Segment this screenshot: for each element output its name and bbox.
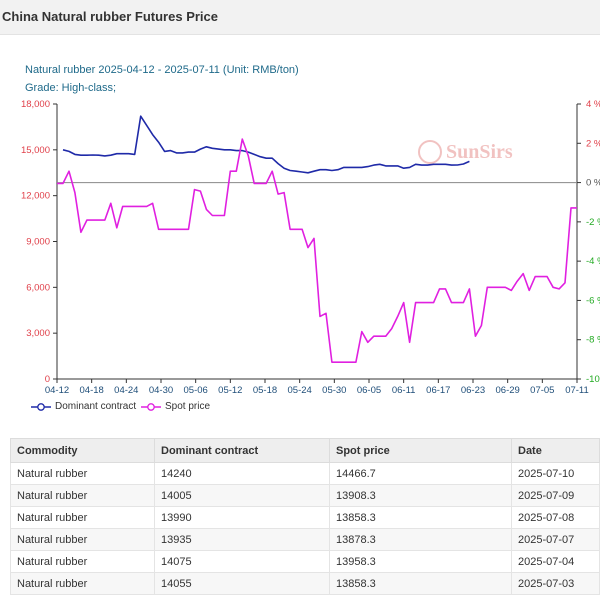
cell-dominant: 14075	[154, 550, 330, 573]
cell-spot: 13878.3	[329, 528, 512, 551]
cell-date: 2025-07-04	[511, 550, 600, 573]
watermark-logo-icon	[418, 140, 442, 164]
x-tick-label: 06-11	[392, 385, 416, 396]
table-header-row: Commodity Dominant contract Spot price D…	[10, 438, 600, 463]
cell-dominant: 14005	[154, 484, 330, 507]
y-tick-label-right: 0 %	[586, 178, 600, 189]
table-row: Natural rubber 14055 13858.3 2025-07-03	[10, 572, 600, 595]
legend-spot-label: Spot price	[165, 401, 211, 412]
y-tick-label-right: -6 %	[586, 295, 600, 306]
x-tick-label: 05-30	[322, 385, 346, 396]
x-tick-label: 05-12	[218, 385, 242, 396]
y-tick-label-left: 3,000	[26, 328, 50, 339]
x-tick-label: 06-05	[357, 385, 381, 396]
y-tick-label-left: 18,000	[21, 99, 50, 110]
price-table-wrapper: Commodity Dominant contract Spot price D…	[10, 438, 600, 595]
header-date: Date	[511, 438, 600, 463]
header-commodity: Commodity	[10, 438, 155, 463]
cell-dominant: 14055	[154, 572, 330, 595]
cell-spot: 13908.3	[329, 484, 512, 507]
y-tick-label-left: 0	[45, 374, 50, 385]
price-table: Commodity Dominant contract Spot price D…	[10, 438, 600, 595]
cell-dominant: 13990	[154, 506, 330, 529]
x-tick-label: 04-18	[80, 385, 104, 396]
spot-price-line	[57, 138, 577, 363]
y-tick-label-left: 12,000	[21, 191, 50, 202]
table-row: Natural rubber 14240 14466.7 2025-07-10	[10, 462, 600, 485]
x-tick-label: 05-06	[184, 385, 208, 396]
cell-date: 2025-07-07	[511, 528, 600, 551]
header-spot-price: Spot price	[329, 438, 512, 463]
cell-commodity: Natural rubber	[10, 550, 155, 573]
x-tick-label: 06-17	[426, 385, 450, 396]
cell-commodity: Natural rubber	[10, 506, 155, 529]
page-title: China Natural rubber Futures Price	[2, 9, 218, 24]
table-row: Natural rubber 13935 13878.3 2025-07-07	[10, 528, 600, 551]
chart-subtitle: Natural rubber 2025-04-12 - 2025-07-11 (…	[25, 64, 299, 76]
x-tick-label: 07-11	[565, 385, 589, 396]
y-tick-label-left: 15,000	[21, 145, 50, 156]
x-tick-label: 05-18	[253, 385, 277, 396]
y-tick-label-right: -8 %	[586, 335, 600, 346]
cell-commodity: Natural rubber	[10, 484, 155, 507]
x-tick-label: 04-12	[45, 385, 69, 396]
cell-spot: 13958.3	[329, 550, 512, 573]
cell-dominant: 14240	[154, 462, 330, 485]
watermark-text: SunSirs	[446, 141, 513, 163]
cell-date: 2025-07-08	[511, 506, 600, 529]
legend-dominant-marker	[31, 402, 51, 411]
cell-commodity: Natural rubber	[10, 528, 155, 551]
header-dominant-contract: Dominant contract	[154, 438, 330, 463]
cell-date: 2025-07-03	[511, 572, 600, 595]
x-tick-label: 06-23	[461, 385, 485, 396]
y-tick-label-right: -4 %	[586, 256, 600, 267]
y-tick-label-right: -2 %	[586, 217, 600, 228]
y-tick-label-right: -10 %	[586, 374, 600, 385]
cell-commodity: Natural rubber	[10, 462, 155, 485]
legend-dominant[interactable]: Dominant contract	[30, 401, 136, 412]
cell-dominant: 13935	[154, 528, 330, 551]
legend-dominant-label: Dominant contract	[55, 401, 137, 412]
x-tick-label: 04-30	[149, 385, 173, 396]
x-tick-label: 07-05	[530, 385, 554, 396]
legend-spot-marker	[141, 402, 161, 411]
cell-spot: 13858.3	[329, 506, 512, 529]
y-tick-label-left: 6,000	[26, 282, 50, 293]
table-row: Natural rubber 14005 13908.3 2025-07-09	[10, 484, 600, 507]
x-tick-label: 05-24	[288, 385, 312, 396]
table-row: Natural rubber 13990 13858.3 2025-07-08	[10, 506, 600, 529]
x-tick-label: 06-29	[496, 385, 520, 396]
y-tick-label-right: 4 %	[586, 99, 600, 110]
dominant-contract-line	[62, 115, 470, 174]
legend-spot[interactable]: Spot price	[140, 401, 210, 412]
y-tick-label-left: 9,000	[26, 237, 50, 248]
chart-grade-note: Grade: High-class;	[25, 82, 117, 94]
price-chart: SunSirs 0 3,000 6,000 9,000 12,000 15,000 18,00…	[21, 99, 600, 396]
sunsirs-watermark: SunSirs	[418, 140, 513, 164]
cell-spot: 13858.3	[329, 572, 512, 595]
y-tick-label-right: 2 %	[586, 138, 600, 149]
cell-date: 2025-07-10	[511, 462, 600, 485]
cell-commodity: Natural rubber	[10, 572, 155, 595]
table-row: Natural rubber 14075 13958.3 2025-07-04	[10, 550, 600, 573]
cell-date: 2025-07-09	[511, 484, 600, 507]
cell-spot: 14466.7	[329, 462, 512, 485]
x-tick-label: 04-24	[114, 385, 138, 396]
page-header: China Natural rubber Futures Price	[0, 0, 600, 35]
